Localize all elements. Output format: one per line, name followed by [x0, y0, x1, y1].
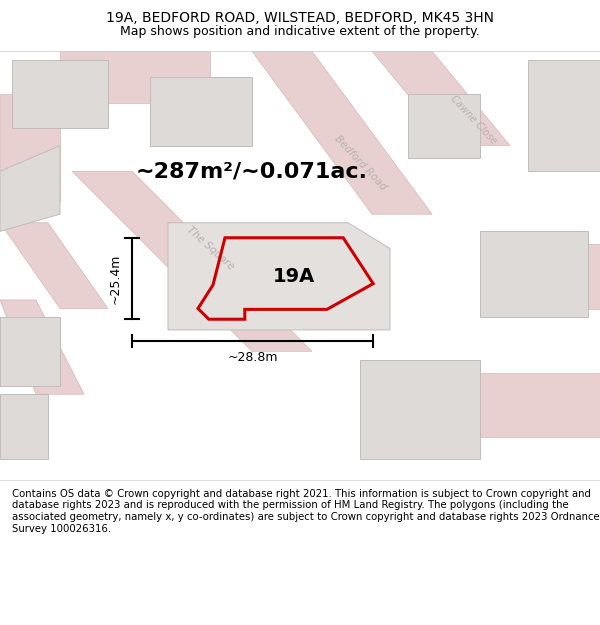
Text: ~287m²/~0.071ac.: ~287m²/~0.071ac.	[136, 161, 368, 181]
Polygon shape	[150, 77, 252, 146]
Polygon shape	[12, 60, 108, 128]
Polygon shape	[360, 360, 480, 459]
Text: Map shows position and indicative extent of the property.: Map shows position and indicative extent…	[120, 26, 480, 39]
Polygon shape	[72, 171, 312, 351]
Text: 19A, BEDFORD ROAD, WILSTEAD, BEDFORD, MK45 3HN: 19A, BEDFORD ROAD, WILSTEAD, BEDFORD, MK…	[106, 11, 494, 25]
Polygon shape	[0, 222, 108, 309]
Polygon shape	[480, 231, 588, 317]
Polygon shape	[0, 300, 84, 394]
Polygon shape	[510, 244, 600, 309]
Text: 19A: 19A	[273, 267, 315, 286]
Text: Bedford Road: Bedford Road	[332, 133, 388, 192]
Text: Cawne Close: Cawne Close	[449, 94, 499, 146]
Polygon shape	[0, 317, 60, 386]
Polygon shape	[60, 51, 210, 102]
Polygon shape	[168, 222, 390, 330]
Polygon shape	[528, 60, 600, 171]
Text: Contains OS data © Crown copyright and database right 2021. This information is : Contains OS data © Crown copyright and d…	[12, 489, 599, 534]
Polygon shape	[252, 51, 432, 214]
Polygon shape	[372, 51, 510, 146]
Text: The Square: The Square	[185, 225, 235, 272]
Polygon shape	[408, 94, 480, 158]
Text: ~28.8m: ~28.8m	[227, 351, 278, 364]
Polygon shape	[450, 372, 600, 437]
Polygon shape	[0, 146, 60, 231]
Polygon shape	[0, 94, 60, 201]
Text: ~25.4m: ~25.4m	[108, 253, 121, 304]
Polygon shape	[0, 394, 48, 459]
